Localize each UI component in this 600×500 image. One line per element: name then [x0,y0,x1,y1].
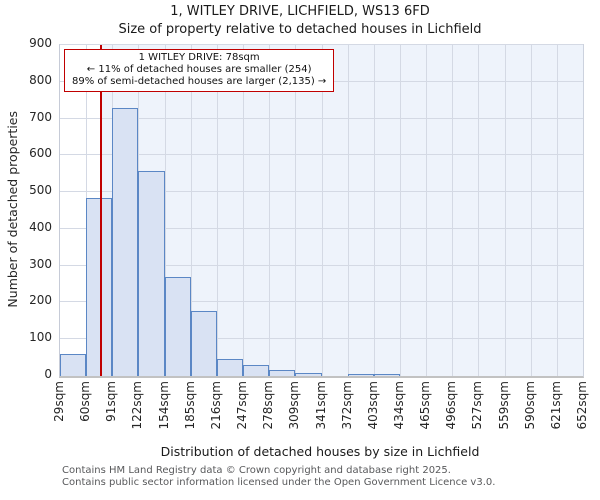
x-tick-label: 278sqm [261,381,276,430]
y-axis-title: Number of detached properties [4,111,20,308]
y-tick-label: 0 [44,367,52,381]
x-tick-label: 341sqm [313,381,328,430]
gridline-vertical [504,45,506,376]
gridline-horizontal [60,264,583,266]
x-tick-label: 496sqm [444,381,459,430]
gridline-vertical [373,45,375,376]
x-tick-label: 247sqm [235,381,249,430]
gridline-vertical [347,45,349,376]
y-tick-label: 900 [29,36,52,50]
y-tick-label: 800 [29,72,52,87]
gridline-vertical [321,45,323,376]
x-tick-label: 185sqm [182,381,197,430]
plot-area: 1 WITLEY DRIVE: 78sqm ← 11% of detached … [59,44,584,378]
histogram-bar [216,358,243,376]
x-tick-label: 590sqm [522,381,537,430]
histogram-bar [112,107,139,376]
footer-line-2: Contains public sector information licen… [62,476,496,488]
x-tick-label: 652sqm [575,381,589,430]
y-axis-title-wrap: Number of detached properties [3,44,21,375]
gridline-vertical [295,45,297,376]
x-tick-label: 216sqm [208,381,223,430]
chart-subtitle: Size of property relative to detached ho… [118,22,482,37]
gridline-horizontal [60,44,583,45]
histogram-bar [164,276,191,376]
histogram-bar [347,374,374,376]
histogram-bar [373,374,400,376]
histogram-bar [60,353,87,376]
gridline-horizontal [60,117,583,119]
gridline-vertical [478,45,480,376]
x-tick-label: 309sqm [287,381,302,430]
annotation-line-3: 89% of semi-detached houses are larger (… [72,76,327,87]
subject-property-marker-line [100,45,103,376]
x-tick-label: 403sqm [365,381,380,430]
footer-line-1: Contains HM Land Registry data © Crown c… [62,465,451,476]
gridline-vertical [216,45,218,376]
gridline-vertical [243,45,244,376]
x-tick-label: 372sqm [339,381,354,430]
x-tick-label: 621sqm [548,381,563,430]
chart-title: 1, WITLEY DRIVE, LICHFIELD, WS13 6FD [170,4,430,19]
gridline-horizontal [60,191,583,193]
gridline-horizontal [60,338,583,340]
gridline-vertical [530,45,532,376]
annotation-line-2: ← 11% of detached houses are smaller (25… [86,64,312,75]
x-axis-title: Distribution of detached houses by size … [160,444,480,459]
x-tick-label: 527sqm [470,381,485,430]
y-tick-label: 300 [29,256,52,271]
x-tick-label: 559sqm [496,381,511,430]
y-tick-label: 500 [29,183,52,198]
histogram-bar [138,171,165,376]
footer: Contains HM Land Registry data © Crown c… [62,465,495,488]
gridline-horizontal [60,301,583,303]
histogram-bar [295,373,322,376]
x-tick-label: 29sqm [52,381,66,422]
gridline-vertical [399,45,401,376]
gridline-horizontal [60,227,583,229]
annotation-line-1: 1 WITLEY DRIVE: 78sqm [138,52,260,63]
x-tick-label: 434sqm [391,381,406,430]
histogram-bar [86,197,113,376]
annotation-box: 1 WITLEY DRIVE: 78sqm ← 11% of detached … [64,49,335,92]
x-tick-label: 465sqm [418,381,433,430]
x-tick-label: 122sqm [130,381,145,430]
x-tick-label: 60sqm [78,381,93,422]
gridline-vertical [426,45,428,376]
histogram-bar [243,364,270,376]
gridline-vertical [452,45,454,376]
y-tick-label: 100 [29,330,52,345]
gridline-vertical [164,45,166,376]
gridline-vertical [190,45,192,376]
histogram-bar [269,370,296,376]
y-tick-label: 600 [29,146,52,161]
gridline-horizontal [60,154,583,156]
y-tick-label: 200 [29,293,52,308]
gridline-vertical [269,45,271,376]
y-tick-label: 700 [29,109,52,124]
x-tick-label: 154sqm [156,381,171,430]
y-tick-label: 400 [29,219,52,234]
histogram-bar [190,310,217,376]
gridline-vertical [556,45,558,376]
x-tick-label: 91sqm [104,381,119,422]
